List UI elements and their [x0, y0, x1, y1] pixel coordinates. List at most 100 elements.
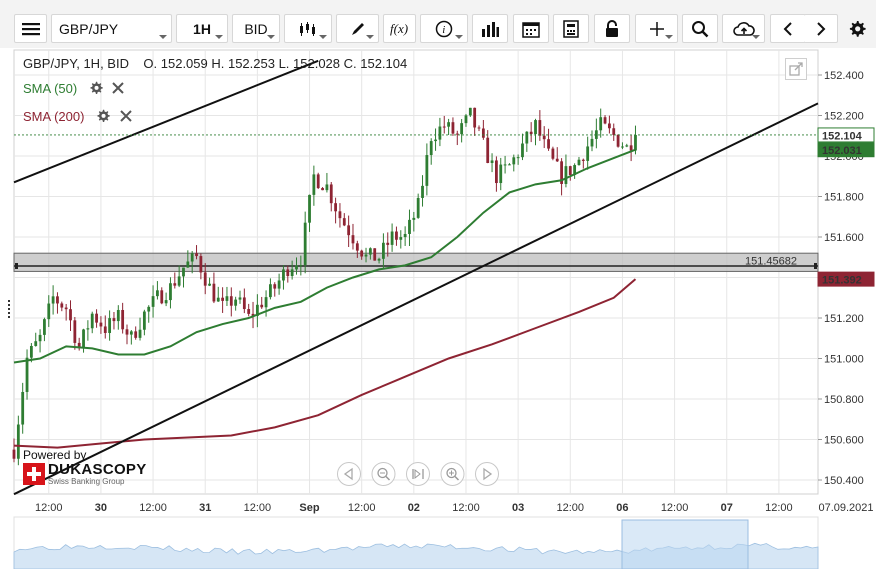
function-button[interactable]: f(x) [383, 14, 416, 43]
candle-body [512, 157, 516, 165]
calculator-button[interactable] [553, 14, 589, 43]
candle-body [95, 313, 98, 323]
candle-body [147, 306, 151, 312]
candle-body [551, 148, 555, 159]
symbol-value: GBP/JPY [59, 20, 119, 37]
candle-body [590, 138, 594, 147]
candle-body [481, 128, 485, 138]
chevron-down-icon [366, 35, 374, 39]
nav-right-button[interactable] [475, 462, 499, 486]
zoom-out-icon-handle [385, 475, 391, 481]
candle-body [290, 269, 294, 277]
candle-body [412, 217, 416, 220]
y-tick-label: 150.600 [824, 435, 864, 447]
candle-body [77, 342, 81, 349]
candle-body [447, 122, 450, 127]
candle-body [486, 137, 490, 163]
candle-body [495, 160, 498, 184]
nav-left-button[interactable] [337, 462, 361, 486]
candle-body [12, 449, 16, 459]
popout-button[interactable] [785, 58, 807, 80]
candle-body [160, 290, 164, 304]
candle-body [490, 160, 494, 163]
candle-body [277, 280, 281, 289]
gear-icon[interactable] [89, 81, 103, 95]
chevron-down-icon [752, 35, 760, 39]
candle-body [621, 146, 624, 148]
candle-body [534, 120, 537, 135]
candle-body [625, 145, 629, 147]
close-icon[interactable] [119, 110, 132, 122]
candle-body [38, 334, 42, 342]
candle-body [103, 326, 107, 333]
sma50-legend: SMA (50) [23, 81, 125, 96]
horizontal-level-label: 151.45682 [745, 255, 797, 267]
popout-icon [789, 62, 803, 76]
sma200-label: SMA (200) [23, 109, 85, 124]
x-tick-label: 02 [408, 502, 420, 514]
timeframe-select[interactable]: 1H [176, 14, 228, 43]
powered-by-text: Powered by [23, 448, 87, 462]
candle-body [303, 222, 307, 265]
crosshair-button[interactable] [635, 14, 678, 43]
candle-body [116, 309, 120, 322]
candle-body [529, 131, 533, 135]
chart-type-button[interactable] [284, 14, 332, 43]
candle-body [151, 296, 155, 307]
close-icon[interactable] [112, 82, 125, 94]
chevron-down-icon [267, 35, 275, 39]
cloud-upload-button[interactable] [722, 14, 765, 43]
candle-body [90, 313, 94, 329]
time-axis: 12:00 30 12:00 31 12:00 Sep 12:00 02 12:00 03 12:0… [35, 502, 874, 514]
candle-body [195, 253, 198, 257]
overview-navigator[interactable] [8, 300, 819, 569]
price-tags: 152.104 152.031 151.392 [14, 127, 875, 287]
candle-body [516, 157, 520, 159]
gear-icon[interactable] [96, 109, 110, 123]
svg-text:i: i [442, 24, 445, 36]
brand-name: DUKASCOPY [48, 461, 147, 478]
candle-body [442, 126, 446, 128]
settings-button[interactable] [842, 14, 872, 43]
scroll-right-button[interactable] [804, 14, 838, 43]
candle-body [360, 250, 364, 257]
candle-body [112, 318, 116, 322]
candle-body [82, 329, 85, 349]
menu-button[interactable] [14, 14, 47, 43]
reset-view-button[interactable] [406, 462, 430, 486]
level-handle-left [15, 262, 18, 269]
zoom-in-button[interactable] [440, 462, 465, 486]
chevron-left-icon [783, 21, 792, 36]
candle-body [464, 115, 468, 124]
y-tick-label: 152.200 [824, 111, 864, 123]
date-label: 07.09.2021 [818, 502, 873, 514]
x-tick-label: 07 [721, 502, 733, 514]
sma200-price-tag-bg [817, 271, 875, 287]
info-button[interactable]: i [420, 14, 468, 43]
candle-body [573, 165, 577, 175]
candle-body [616, 134, 620, 147]
symbol-select[interactable]: GBP/JPY [51, 14, 172, 43]
candle-body [25, 357, 29, 392]
x-tick-label: 12:00 [765, 502, 793, 514]
zoom-button[interactable] [682, 14, 718, 43]
candle-body [603, 117, 607, 124]
moving-averages [13, 148, 637, 449]
sma50-price-tag-bg [817, 142, 875, 158]
candle-body [177, 276, 181, 286]
bar-chart-button[interactable] [472, 14, 508, 43]
zoom-out-button[interactable] [371, 462, 396, 486]
candle-body [203, 272, 207, 286]
candle-body [338, 211, 342, 219]
calendar-button[interactable] [513, 14, 549, 43]
reset-view-icon-arrow [414, 468, 421, 480]
candlesticks [12, 107, 637, 466]
candle-body [242, 297, 246, 310]
trendline [13, 59, 319, 184]
price-type-select[interactable]: BID [232, 14, 280, 43]
candle-body [364, 254, 368, 257]
draw-button[interactable] [336, 14, 379, 43]
lock-button[interactable] [594, 14, 630, 43]
draw-icon [351, 22, 364, 35]
